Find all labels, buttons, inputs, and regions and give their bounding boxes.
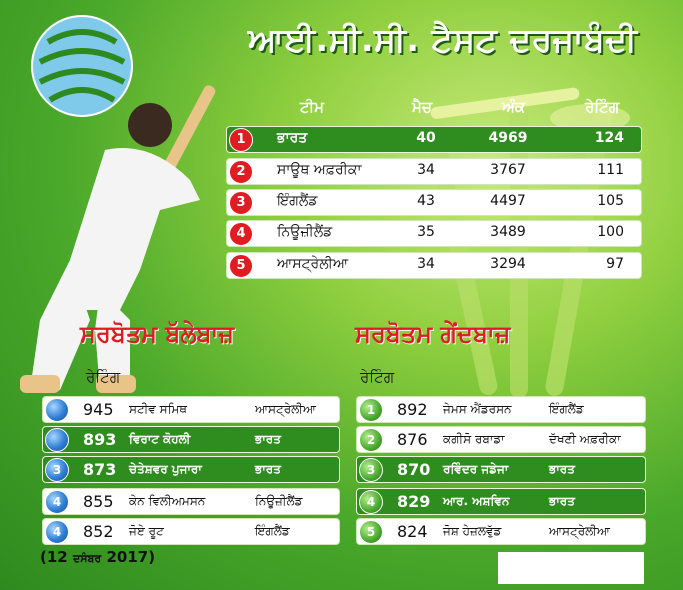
- date-rest: 2017): [101, 548, 156, 566]
- player-name: ਰਵਿੰਦਰ ਜਡੇਜਾ: [443, 462, 509, 476]
- team-matches: 34: [417, 162, 435, 178]
- player-name: ਵਿਰਾਟ ਕੋਹਲੀ: [129, 432, 191, 446]
- batsmen-rating-label: ਰੇਟਿੰਗ: [86, 368, 121, 386]
- team-matches: 34: [417, 256, 435, 272]
- team-rating: 105: [597, 193, 624, 209]
- player-name: ਆਰ. ਅਸ਼ਵਿਨ: [443, 494, 510, 508]
- rank-badge: 4: [45, 490, 69, 514]
- player-name: ਕਗੀਸੋ ਰਬਾਡਾ: [443, 432, 505, 446]
- team-rating: 100: [597, 224, 624, 240]
- team-matches: 40: [416, 130, 436, 146]
- bowler-row-3: 3 870 ਰਵਿੰਦਰ ਜਡੇਜਾ ਭਾਰਤ: [356, 456, 646, 483]
- rank-badge: [45, 398, 69, 422]
- player-name: ਚੇਤੇਸ਼ਵਰ ਪੁਜਾਰਾ: [129, 462, 202, 476]
- batsman-row-3: 3 873 ਚੇਤੇਸ਼ਵਰ ਪੁਜਾਰਾ ਭਾਰਤ: [42, 456, 340, 483]
- bowler-row-1: 1 892 ਜੇਮਸ ਐਂਡਰਸਨ ਇੰਗਲੈਂਡ: [356, 396, 646, 423]
- date-label: (12 ਦਸੰਬਰ 2017): [40, 548, 155, 566]
- rank-badge: 1: [229, 128, 253, 152]
- player-name: ਸਟੀਵ ਸਮਿਥ: [129, 402, 187, 416]
- team-row-4: 4 ਨਿਊਜ਼ੀਲੈਂਡ 35 3489 100: [226, 220, 642, 247]
- team-row-5: 5 ਆਸਟ੍ਰੇਲੀਆ 34 3294 97: [226, 252, 642, 279]
- team-name: ਸਾਊਥ ਅਫ਼ਰੀਕਾ: [277, 162, 362, 178]
- player-rating: 876: [397, 430, 428, 449]
- bowler-row-2: 2 876 ਕਗੀਸੋ ਰਬਾਡਾ ਦੱਖਣੀ ਅਫ਼ਰੀਕਾ: [356, 426, 646, 453]
- header-team: ਟੀਮ: [300, 98, 325, 116]
- player-country: ਭਾਰਤ: [549, 494, 575, 508]
- team-points: 4497: [490, 193, 526, 209]
- batsman-row-5: 4 852 ਜੋਏ ਰੂਟ ਇੰਗਲੈਂਡ: [42, 518, 340, 545]
- bowler-row-5: 5 824 ਜੋਸ਼ ਹੇਜ਼ਲਵੁੱਡ ਆਸਟ੍ਰੇਲੀਆ: [356, 518, 646, 545]
- team-points: 3767: [490, 162, 526, 178]
- bottom-blank-box: [498, 552, 644, 584]
- player-country: ਨਿਊਜ਼ੀਲੈਂਡ: [255, 494, 303, 508]
- bowler-row-4: 4 829 ਆਰ. ਅਸ਼ਵਿਨ ਭਾਰਤ: [356, 488, 646, 515]
- player-country: ਭਾਰਤ: [255, 432, 281, 446]
- player-rating: 855: [83, 492, 114, 511]
- rank-badge: [45, 428, 69, 452]
- team-name: ਭਾਰਤ: [277, 130, 308, 146]
- rank-badge: 3: [359, 458, 383, 482]
- player-name: ਜੋਏ ਰੂਟ: [129, 524, 164, 538]
- player-rating: 852: [83, 522, 114, 541]
- bowlers-heading: ਸਰਬੋਤਮ ਗੇਂਦਬਾਜ਼: [355, 320, 511, 348]
- player-rating: 893: [83, 430, 117, 449]
- batsman-row-1: 945 ਸਟੀਵ ਸਮਿਥ ਆਸਟ੍ਰੇਲੀਆ: [42, 396, 340, 423]
- team-points: 3294: [490, 256, 526, 272]
- player-country: ਭਾਰਤ: [549, 462, 575, 476]
- batsman-row-4: 4 855 ਕੇਨ ਵਿਲੀਅਮਸਨ ਨਿਊਜ਼ੀਲੈਂਡ: [42, 488, 340, 515]
- bowlers-rating-label: ਰੇਟਿੰਗ: [360, 368, 395, 386]
- player-name: ਜੋਸ਼ ਹੇਜ਼ਲਵੁੱਡ: [443, 524, 502, 538]
- player-rating: 873: [83, 460, 117, 479]
- rank-badge: 5: [359, 520, 383, 544]
- player-rating: 824: [397, 522, 428, 541]
- team-points: 4969: [488, 130, 528, 146]
- player-country: ਦੱਖਣੀ ਅਫ਼ਰੀਕਾ: [549, 432, 621, 446]
- icc-logo-icon: [31, 15, 133, 117]
- player-name: ਕੇਨ ਵਿਲੀਅਮਸਨ: [129, 494, 206, 508]
- rank-badge: 2: [229, 160, 253, 184]
- page-title: ਆਈ.ਸੀ.ਸੀ. ਟੈਸਟ ਦਰਜਾਬੰਦੀ: [248, 20, 638, 59]
- header-matches: ਮੈਚ: [412, 98, 432, 116]
- team-name: ਆਸਟ੍ਰੇਲੀਆ: [277, 256, 349, 272]
- rank-badge: 4: [359, 490, 383, 514]
- batsman-illustration-icon: [20, 85, 216, 393]
- team-row-3: 3 ਇੰਗਲੈਂਡ 43 4497 105: [226, 189, 642, 216]
- team-matches: 43: [417, 193, 435, 209]
- player-country: ਆਸਟ੍ਰੇਲੀਆ: [255, 402, 316, 416]
- team-rating: 97: [606, 256, 624, 272]
- header-rating: ਰੇਟਿੰਗ: [585, 98, 620, 116]
- player-rating: 892: [397, 400, 428, 419]
- team-points: 3489: [490, 224, 526, 240]
- player-rating: 870: [397, 460, 431, 479]
- rank-badge: 4: [229, 222, 253, 246]
- player-rating: 945: [83, 400, 114, 419]
- rank-badge: 4: [45, 520, 69, 544]
- header-points: ਅੰਕ: [502, 98, 526, 116]
- team-name: ਇੰਗਲੈਂਡ: [277, 193, 318, 209]
- player-name: ਜੇਮਸ ਐਂਡਰਸਨ: [443, 402, 512, 416]
- player-country: ਇੰਗਲੈਂਡ: [549, 402, 584, 416]
- date-month: ਦਸੰਬਰ: [72, 552, 102, 565]
- team-matches: 35: [417, 224, 435, 240]
- team-row-1: 1 ਭਾਰਤ 40 4969 124: [226, 126, 642, 153]
- team-name: ਨਿਊਜ਼ੀਲੈਂਡ: [277, 224, 333, 240]
- team-row-2: 2 ਸਾਊਥ ਅਫ਼ਰੀਕਾ 34 3767 111: [226, 158, 642, 185]
- player-country: ਇੰਗਲੈਂਡ: [255, 524, 290, 538]
- batsman-row-2: 893 ਵਿਰਾਟ ਕੋਹਲੀ ਭਾਰਤ: [42, 426, 340, 453]
- team-rating: 124: [594, 130, 624, 146]
- rank-badge: 3: [229, 191, 253, 215]
- player-country: ਭਾਰਤ: [255, 462, 281, 476]
- player-rating: 829: [397, 492, 431, 511]
- player-country: ਆਸਟ੍ਰੇਲੀਆ: [549, 524, 610, 538]
- rank-badge: 5: [229, 254, 253, 278]
- date-open: (12: [40, 548, 73, 566]
- team-rating: 111: [597, 162, 624, 178]
- rank-badge: 3: [45, 458, 69, 482]
- batsmen-heading: ਸਰਬੋਤਮ ਬੱਲੇਬਾਜ਼: [80, 320, 235, 348]
- rank-badge: 2: [359, 428, 383, 452]
- rank-badge: 1: [359, 398, 383, 422]
